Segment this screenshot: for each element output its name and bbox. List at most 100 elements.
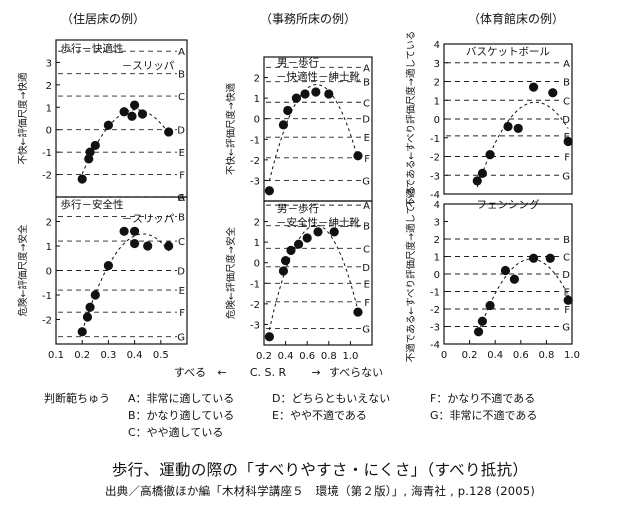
data-point <box>130 100 140 110</box>
y-axis-label: 危険←評価尺度→安全 <box>17 224 29 316</box>
y-tick-label: -3 <box>430 171 440 182</box>
grade-letter: F <box>179 308 185 319</box>
data-point <box>286 245 296 255</box>
grade-letter: E <box>179 286 185 297</box>
data-point <box>329 227 339 237</box>
grade-letter: F <box>564 305 570 316</box>
x-tick-label: 1.0 <box>342 351 358 362</box>
x-axis-arrow-right: → <box>311 366 320 379</box>
data-point <box>90 290 100 300</box>
data-point <box>563 295 573 305</box>
y-tick-label: -1 <box>430 288 440 299</box>
x-tick-label: 0.2 <box>462 350 478 361</box>
y-tick-label: 0 <box>46 267 52 278</box>
panel-title-office: （事務所床の例） <box>260 12 356 26</box>
data-point <box>293 239 304 249</box>
chart-panel-5: ABCDEFG-4-3-2-101234不適である←すべり評価尺度→適しているバ… <box>405 31 573 207</box>
grade-letter: A <box>363 63 370 74</box>
data-point <box>164 241 174 251</box>
y-tick-label: 1 <box>46 242 52 253</box>
chart-panel-1: A BC DE FG -2 -1 0 1 2 3 不快←評価尺度→快適 歩行－快適性 －スリッパ <box>17 39 188 204</box>
x-tick-label: 0.4 <box>127 350 143 361</box>
y-axis-label: 不快←評価尺度→快適 <box>17 72 29 164</box>
grade-letter: F <box>364 298 370 309</box>
grade-letter: C <box>178 237 185 248</box>
y-tick-label: 0 <box>434 270 440 281</box>
data-point <box>485 150 495 160</box>
legend-item-e: E：やや不適である <box>272 408 367 422</box>
grade-letter: G <box>177 333 185 344</box>
panel-title-gym: （体育館床の例） <box>468 11 564 26</box>
y-tick-label: -1 <box>250 135 260 146</box>
y-tick-label: -2 <box>430 153 440 164</box>
data-point <box>500 265 511 276</box>
grade-letter: G <box>562 323 570 334</box>
grade-letter: B <box>178 213 185 224</box>
y-tick-label: 1 <box>46 103 52 114</box>
figure-source: 出典／高橋徹ほか編「木材科学講座５ 環境（第２版）」, 海青社 , p.128 … <box>104 484 536 498</box>
grade-letter: D <box>362 263 370 274</box>
data-point <box>529 82 539 92</box>
y-tick-label: 0 <box>254 259 260 270</box>
y-tick-label: -1 <box>430 134 440 145</box>
data-point <box>119 226 129 236</box>
y-tick-label: 1 <box>434 96 440 107</box>
grade-letter: B <box>178 70 185 81</box>
data-point <box>324 89 334 99</box>
x-tick-label: 0.8 <box>538 350 554 361</box>
data-point <box>264 332 274 342</box>
grade-letter: D <box>177 267 185 278</box>
data-point <box>278 266 289 276</box>
data-point <box>130 238 140 249</box>
grade-letter: A <box>563 59 570 70</box>
grade-letter: B <box>563 78 570 89</box>
data-point <box>281 256 291 266</box>
data-point <box>264 186 274 196</box>
y-tick-label: 4 <box>434 40 440 51</box>
y-tick-label: -2 <box>250 300 260 311</box>
data-point <box>353 151 363 161</box>
data-point <box>103 261 113 271</box>
grade-letter: E <box>179 148 185 159</box>
y-axis-label: 不適である←すべり評価尺度→適している <box>405 186 417 362</box>
data-point <box>509 274 519 284</box>
grade-letter: C <box>563 253 570 264</box>
data-point <box>119 107 129 117</box>
data-point <box>353 307 363 317</box>
y-tick-label: 3 <box>46 58 52 69</box>
x-tick-label: 0.4 <box>487 350 503 361</box>
y-tick-label: 4 <box>434 200 440 211</box>
x-axis-label-left: すべる <box>174 366 206 379</box>
y-tick-label: 2 <box>254 74 260 85</box>
x-axis-label-right: すべらない <box>329 366 383 379</box>
data-point <box>90 140 100 151</box>
trend-curve <box>268 224 359 330</box>
legend-item-g: G：非常に不適である <box>430 408 537 422</box>
grade-letter: F <box>179 171 185 182</box>
y-tick-label: 2 <box>254 218 260 229</box>
grade-letter: B <box>363 78 370 89</box>
plot-frame <box>263 200 373 346</box>
y-tick-label: -2 <box>42 316 52 327</box>
x-tick-label: 0.6 <box>299 351 315 362</box>
data-point <box>85 302 95 312</box>
y-axis-label: 不快←評価尺度→快適 <box>225 83 237 175</box>
y-tick-label: 1 <box>254 94 260 105</box>
grade-letter: G <box>562 171 570 182</box>
figure-caption: 歩行、運動の際の「すべりやすさ・にくさ」（すべり抵抗） <box>111 461 529 479</box>
panel-subtitle: フェンシング <box>477 198 540 211</box>
grade-letter: G <box>177 193 185 204</box>
y-tick-label: -4 <box>430 340 440 351</box>
grade-letter: C <box>363 98 370 109</box>
grade-letter: D <box>362 115 370 126</box>
y-tick-label: -1 <box>42 148 52 159</box>
data-point <box>472 176 482 186</box>
legend-item-c: C：やや適している <box>128 425 223 439</box>
grade-letter: F <box>564 153 570 164</box>
data-point <box>503 121 513 132</box>
data-point <box>127 111 137 121</box>
panel-subtitle: 男－歩行 <box>277 202 319 215</box>
y-tick-label: -2 <box>430 305 440 316</box>
x-tick-label: 0.6 <box>513 350 529 361</box>
